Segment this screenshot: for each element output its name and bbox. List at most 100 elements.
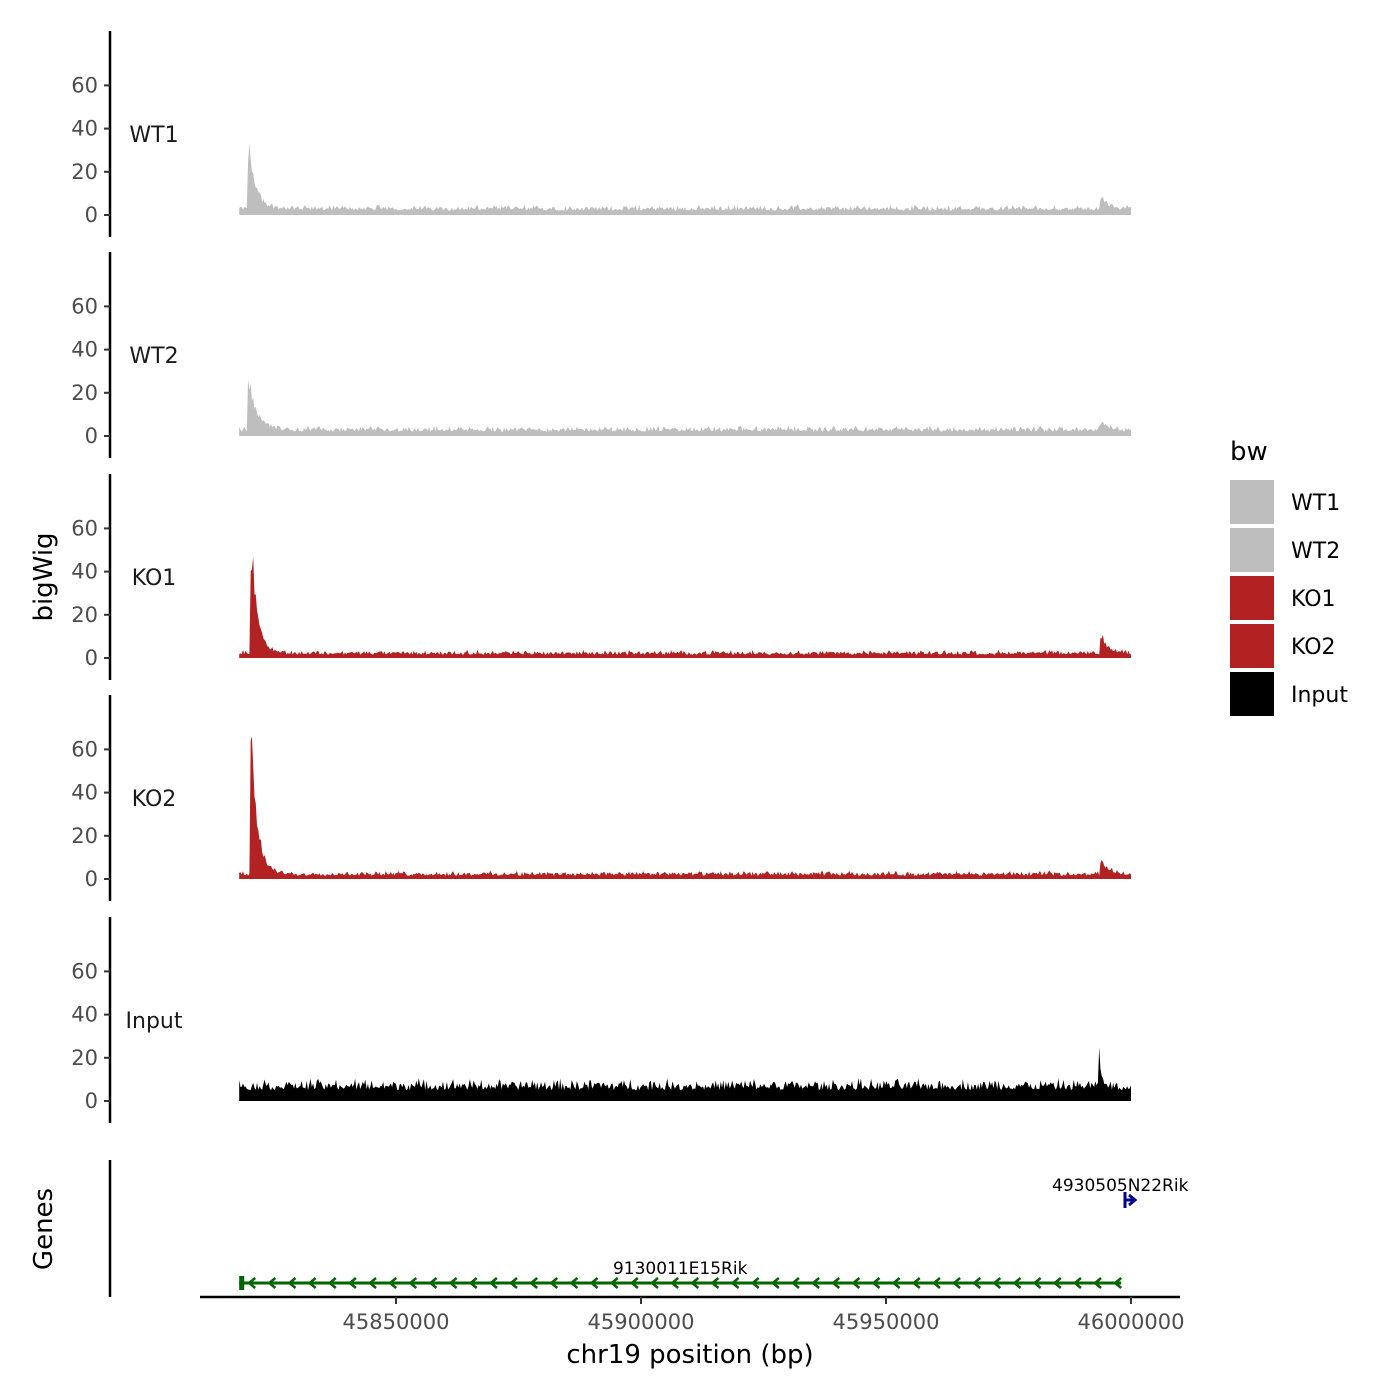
legend-key [1230,624,1274,668]
strand-arrow-icon [730,1277,740,1289]
strand-arrow-icon [589,1277,599,1289]
strand-arrow-icon [931,1277,941,1289]
strand-arrow-icon [549,1277,559,1289]
x-tick-label: 46000000 [1078,1310,1185,1334]
strand-arrow-icon [791,1277,800,1289]
track-label: Input [126,1009,183,1034]
strand-arrow-icon [307,1277,317,1289]
strand-arrow-icon [428,1277,438,1289]
legend-item: WT2 [1230,528,1340,572]
strand-arrow-icon [1072,1277,1082,1289]
y-tick-label: 60 [71,959,98,983]
strand-arrow-icon [287,1277,297,1289]
legend-key [1230,528,1274,572]
strand-arrow-icon [267,1277,277,1289]
strand-arrow-icon [1012,1277,1022,1289]
x-axis-title: chr19 position (bp) [566,1340,813,1370]
strand-arrow-icon [670,1277,679,1289]
y-tick-label: 20 [71,1046,98,1070]
x-tick-label: 45950000 [833,1310,940,1334]
legend-label: Input [1291,683,1348,708]
track-label: KO1 [132,566,177,591]
y-tick-label: 20 [71,160,98,184]
gene-annotation-panel: 9130011E15Rik 4930505N22Rik [108,1160,1189,1297]
signal-area-wt2 [239,379,1131,436]
strand-arrow-icon [408,1277,418,1289]
strand-arrow-icon [1032,1277,1042,1289]
signal-area-wt1 [239,143,1131,215]
track-ko1: 0 20 40 60 KO1 [71,474,1131,680]
legend-label: WT2 [1291,539,1340,564]
strand-arrow-icon [831,1277,841,1289]
track-ko2: 0 20 40 60 KO2 [71,695,1131,901]
strand-arrow-icon [1093,1277,1102,1289]
strand-arrow-icon [609,1277,619,1289]
x-tick-label: 45900000 [588,1310,695,1334]
y-tick-label: 0 [85,1089,98,1113]
genes-axis-title: Genes [29,1188,59,1270]
strand-arrow-icon [488,1277,498,1289]
gene-9130011e15rik: 9130011E15Rik [239,1259,1123,1290]
track-input: 0 20 40 60 Input [71,917,1131,1123]
y-tick-label: 40 [71,338,98,362]
track-wt2: 0 20 40 60 WT2 [71,252,1131,458]
strand-arrow-icon [1113,1277,1123,1289]
gene-exon [239,1276,245,1290]
legend-key [1230,672,1274,716]
strand-arrow-icon [347,1277,357,1289]
strand-arrow-icon [952,1277,961,1289]
y-tick-label: 0 [85,424,98,448]
strand-arrow-icon [1052,1277,1062,1289]
legend-key [1230,576,1274,620]
y-tick-label: 60 [71,516,98,540]
y-tick-label: 60 [71,294,98,318]
y-tick-label: 40 [71,781,98,805]
y-axis-title: bigWig [29,532,59,621]
strand-arrow-icon [247,1277,257,1289]
strand-arrow-icon [650,1277,659,1289]
strand-arrow-icon [509,1277,518,1289]
strand-arrow-icon [529,1277,538,1289]
signal-area-input [239,1047,1131,1101]
y-tick-label: 0 [85,867,98,891]
legend-key [1230,480,1274,524]
strand-arrow-icon [569,1277,579,1289]
strand-arrow-icon [770,1277,780,1289]
y-tick-label: 20 [71,603,98,627]
strand-arrow-icon [1123,1192,1138,1208]
legend: WT1 WT2 KO1 KO2 Input [1230,480,1348,716]
gene-4930505n22rik: 4930505N22Rik [1052,1176,1189,1208]
track-label: WT2 [129,344,178,369]
strand-arrow-icon [690,1277,700,1289]
y-tick-label: 40 [71,560,98,584]
strand-arrow-icon [710,1277,720,1289]
x-axis: 45850000 45900000 45950000 46000000 [200,1295,1185,1334]
bigwig-tracks: 0 20 40 60 WT1 0 20 40 60 WT2 0 20 40 60 KO1 0 20 40 60 KO2… [71,31,1131,1123]
legend-item: WT1 [1230,480,1340,524]
strand-arrow-icon [327,1277,337,1289]
legend-item: KO2 [1230,624,1336,668]
x-tick-label: 45850000 [343,1310,450,1334]
legend-label: KO1 [1291,587,1336,612]
strand-arrow-icon [911,1277,921,1289]
y-tick-label: 40 [71,117,98,141]
legend-item: Input [1230,672,1348,716]
y-tick-label: 60 [71,737,98,761]
strand-arrow-icon [871,1277,881,1289]
track-label: WT1 [129,123,178,148]
gene-label: 4930505N22Rik [1052,1176,1189,1196]
y-tick-label: 60 [71,73,98,97]
legend-item: KO1 [1230,576,1336,620]
track-wt1: 0 20 40 60 WT1 [71,31,1131,237]
strand-arrow-icon [468,1277,478,1289]
strand-arrow-icon [992,1277,1002,1289]
gene-label: 9130011E15Rik [613,1259,748,1279]
y-tick-label: 20 [71,381,98,405]
y-tick-label: 0 [85,646,98,670]
y-tick-label: 0 [85,203,98,227]
strand-arrow-icon [368,1277,377,1289]
strand-arrow-icon [851,1277,861,1289]
legend-label: WT1 [1291,491,1340,516]
legend-title: bw [1230,437,1268,467]
